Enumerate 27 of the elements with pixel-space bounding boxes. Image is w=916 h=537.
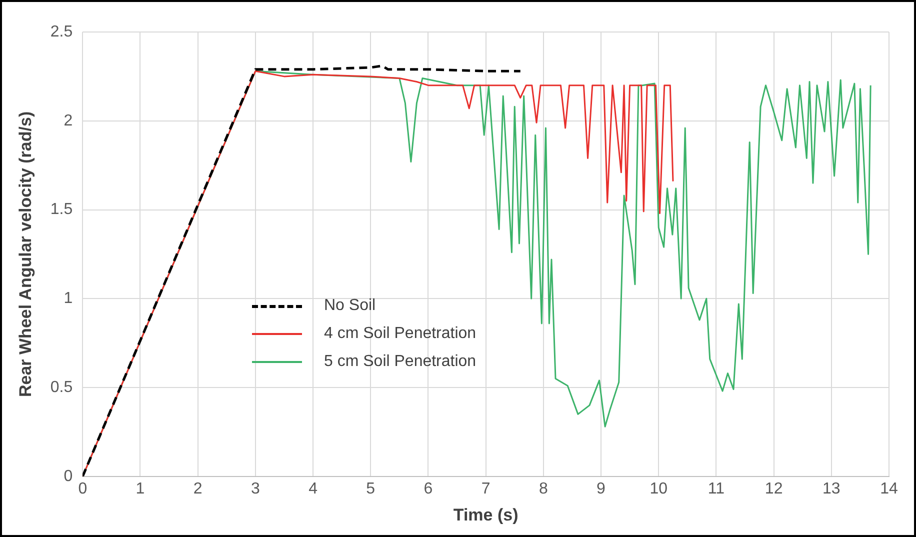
legend-label: No Soil bbox=[324, 297, 376, 315]
y-tick-label: 0.5 bbox=[50, 378, 73, 396]
legend-label: 5 cm Soil Penetration bbox=[324, 353, 476, 371]
x-axis-title: Time (s) bbox=[453, 505, 518, 524]
legend-label: 4 cm Soil Penetration bbox=[324, 325, 476, 343]
line-series bbox=[82, 64, 522, 476]
x-tick-label: 8 bbox=[538, 480, 548, 498]
x-tick-label: 10 bbox=[650, 480, 668, 498]
x-tick-label: 4 bbox=[308, 480, 318, 498]
y-tick-label: 2.5 bbox=[50, 23, 73, 40]
x-tick-label: 3 bbox=[250, 480, 260, 498]
x-tick-label: 6 bbox=[424, 480, 433, 498]
x-tick-label: 11 bbox=[708, 480, 725, 498]
y-tick-label: 1.5 bbox=[50, 201, 73, 218]
x-tick-label: 0 bbox=[78, 480, 88, 498]
y-tick-label: 0 bbox=[64, 468, 73, 485]
x-tick-label: 7 bbox=[481, 480, 490, 498]
y-tick-label: 1 bbox=[64, 290, 73, 308]
x-tick-label: 2 bbox=[193, 480, 202, 498]
x-tick-label: 5 bbox=[366, 480, 376, 498]
x-tick-label: 14 bbox=[880, 480, 898, 498]
x-tick-label: 13 bbox=[822, 480, 840, 498]
y-axis-title: Rear Wheel Angular velocity (rad/s) bbox=[16, 111, 35, 398]
x-tick-label: 12 bbox=[764, 480, 783, 498]
x-tick-label: 9 bbox=[596, 480, 606, 498]
y-tick-label: 2 bbox=[64, 112, 73, 130]
x-tick-label: 1 bbox=[136, 480, 145, 498]
